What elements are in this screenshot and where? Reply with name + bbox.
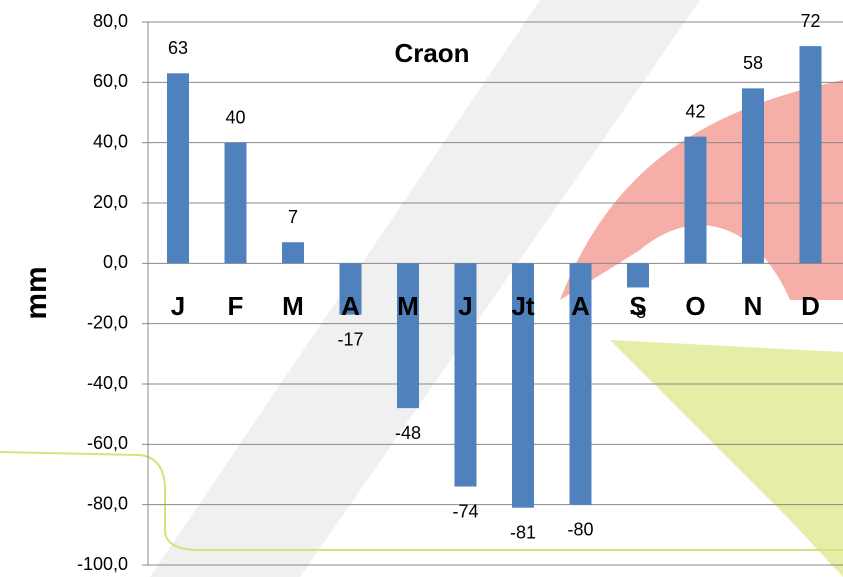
- bar: [742, 88, 764, 263]
- value-label: -48: [395, 423, 421, 443]
- value-label: 63: [168, 38, 188, 58]
- x-tick-label: J: [458, 291, 472, 321]
- bar: [167, 73, 189, 263]
- y-axis-label: mm: [20, 266, 53, 319]
- y-tick-label: 60,0: [93, 71, 128, 91]
- y-tick-label: 20,0: [93, 192, 128, 212]
- chart-title: Craon: [394, 38, 469, 68]
- bar: [800, 46, 822, 263]
- value-label: -81: [510, 522, 536, 542]
- x-tick-label: A: [571, 291, 590, 321]
- x-tick-label: A: [341, 291, 360, 321]
- value-label: 40: [225, 107, 245, 127]
- y-tick-label: -60,0: [87, 433, 128, 453]
- x-tick-label: J: [171, 291, 185, 321]
- y-tick-label: 40,0: [93, 131, 128, 151]
- value-label: 7: [288, 207, 298, 227]
- bar: [282, 242, 304, 263]
- bar: [627, 263, 649, 287]
- y-tick-label: 0,0: [103, 252, 128, 272]
- y-tick-label: -80,0: [87, 493, 128, 513]
- value-label: 42: [685, 101, 705, 121]
- x-tick-label: Jt: [511, 291, 534, 321]
- x-tick-label: S: [629, 291, 646, 321]
- y-tick-label: -100,0: [77, 554, 128, 574]
- y-tick-label: -20,0: [87, 312, 128, 332]
- chart: Craon mm -100,0 -80,0 -60,0 -40,0 -20,0 0,0 20…: [0, 0, 843, 577]
- value-label: -17: [337, 329, 363, 349]
- bar: [397, 263, 419, 408]
- bar: [225, 143, 247, 264]
- x-tick-label: O: [685, 291, 705, 321]
- value-label: 72: [800, 11, 820, 31]
- value-label: 58: [743, 53, 763, 73]
- x-tick-label: N: [744, 291, 763, 321]
- y-tick-label: -40,0: [87, 373, 128, 393]
- y-tick-label: 80,0: [93, 11, 128, 31]
- bar: [685, 137, 707, 264]
- x-tick-label: M: [397, 291, 419, 321]
- x-tick-label: F: [228, 291, 244, 321]
- value-label: -80: [567, 519, 593, 539]
- x-tick-label: M: [282, 291, 304, 321]
- value-label: -74: [452, 501, 478, 521]
- x-tick-label: D: [801, 291, 820, 321]
